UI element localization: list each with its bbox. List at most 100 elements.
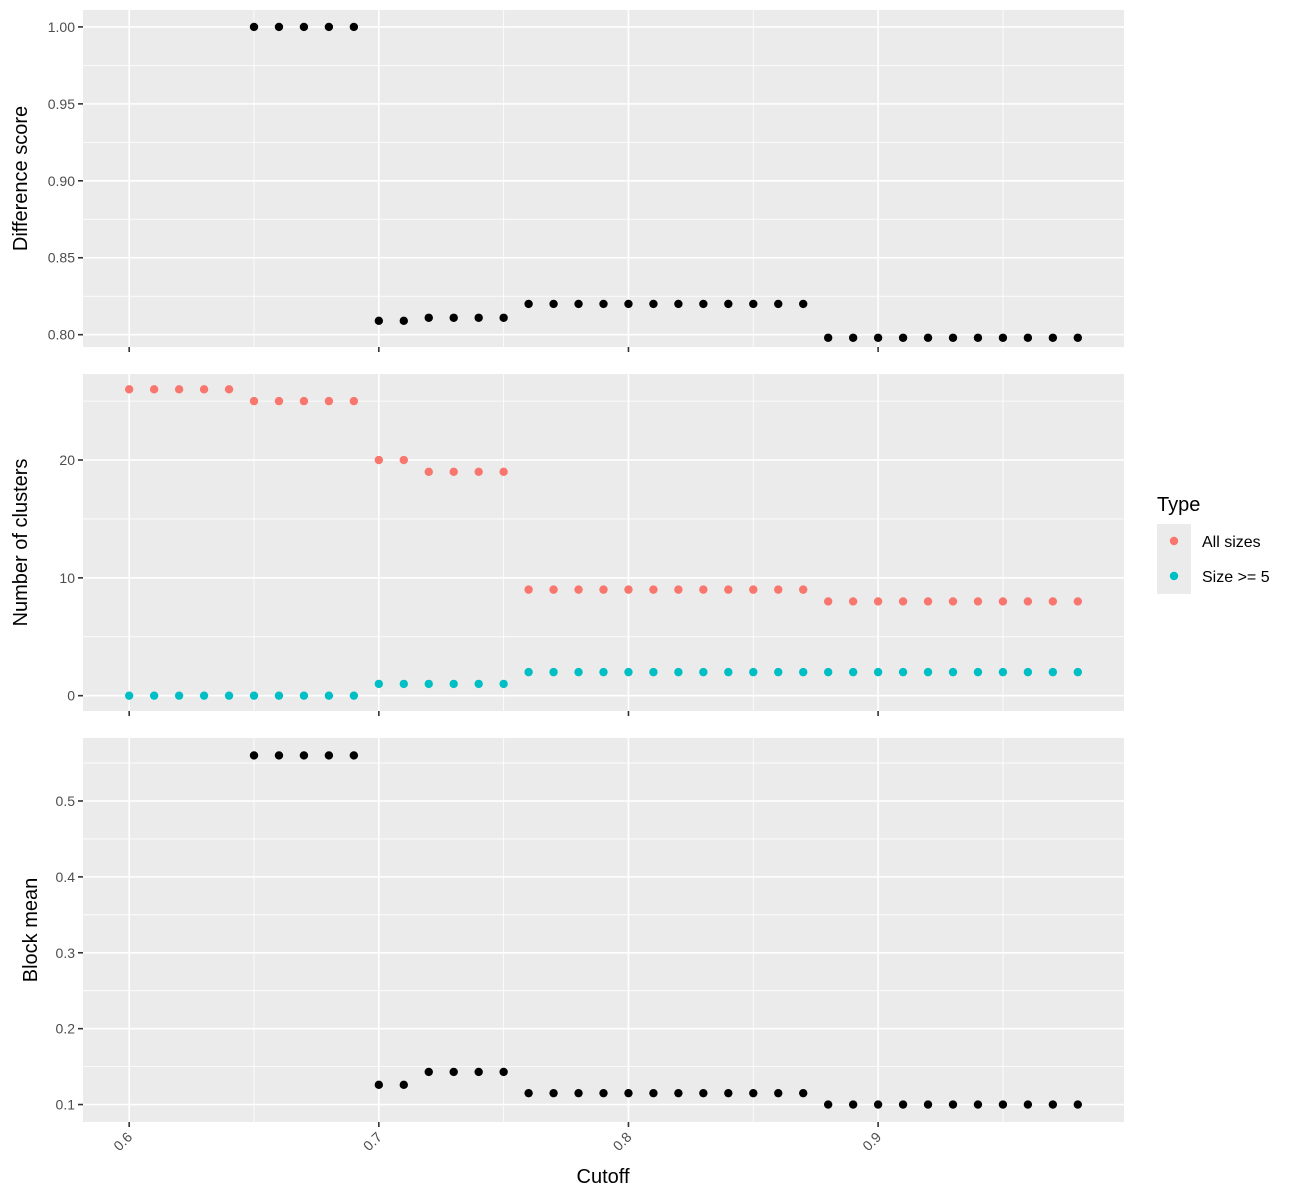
data-point [699, 299, 708, 309]
data-point [274, 751, 284, 760]
data-point [199, 385, 209, 394]
data-point [973, 1100, 983, 1109]
data-point [649, 1088, 658, 1098]
data-point [998, 667, 1008, 677]
series-1 [249, 751, 1083, 1109]
y-tick-label: 0.95 [48, 96, 75, 112]
data-point [349, 691, 359, 700]
data-point [923, 667, 933, 677]
data-point [724, 1088, 733, 1098]
data-point [998, 1100, 1008, 1109]
data-point [923, 333, 933, 342]
data-point [399, 316, 408, 326]
data-point [923, 1100, 933, 1109]
data-point [524, 585, 533, 594]
data-point [973, 333, 983, 342]
data-point [574, 667, 583, 677]
panel-background [83, 738, 1124, 1122]
data-point [898, 333, 908, 342]
data-point [724, 299, 733, 309]
data-point [948, 333, 958, 342]
y-tick-label: 0.80 [48, 327, 75, 343]
data-point [674, 1088, 683, 1098]
data-point [124, 691, 134, 700]
data-point [848, 667, 858, 677]
data-point [424, 1067, 433, 1077]
data-point [399, 455, 408, 465]
data-point [224, 691, 234, 700]
legend-label-size-5: Size >= 5 [1202, 569, 1270, 586]
data-point [224, 385, 234, 394]
data-point [574, 585, 583, 594]
data-point [998, 333, 1008, 342]
data-point [374, 1080, 384, 1090]
data-point [799, 299, 808, 309]
data-point [474, 679, 483, 689]
data-point [1073, 1100, 1083, 1109]
x-axis-title: Cutoff [577, 1166, 630, 1188]
chart-panels: 0.80 0.85 0.90 0.95 1.00 Difference score 0 10 2… [10, 10, 1124, 1154]
data-point [873, 333, 883, 342]
y-tick-label: 0.4 [56, 869, 76, 885]
data-point [324, 751, 334, 760]
data-point [1023, 667, 1033, 677]
data-point [873, 667, 883, 677]
data-point [549, 299, 558, 309]
data-point [624, 585, 633, 594]
x-tick-label: 0.7 [360, 1129, 385, 1154]
data-point [699, 585, 708, 594]
data-point [649, 585, 658, 594]
data-point [574, 1088, 583, 1098]
data-point [449, 467, 458, 477]
data-point [349, 396, 359, 406]
data-point [499, 313, 508, 322]
panel-3: 0.1 0.2 0.3 0.4 0.5 Block mean [20, 738, 1124, 1127]
data-point [799, 1088, 808, 1098]
data-point [174, 691, 184, 700]
series-2 [124, 667, 1083, 700]
data-point [474, 313, 483, 322]
data-point [624, 667, 633, 677]
data-point [649, 299, 658, 309]
data-point [674, 585, 683, 594]
series-1 [124, 385, 1083, 606]
data-point [174, 385, 184, 394]
data-point [848, 333, 858, 342]
data-point [948, 667, 958, 677]
data-point [449, 679, 458, 689]
data-point [1048, 667, 1058, 677]
legend: Type All sizes Size >= 5 [1157, 494, 1270, 594]
data-point [948, 597, 958, 606]
data-point [998, 597, 1008, 606]
data-point [749, 585, 758, 594]
data-point [274, 691, 284, 700]
data-point [749, 299, 758, 309]
data-point [1048, 1100, 1058, 1109]
panel-1: 0.80 0.85 0.90 0.95 1.00 Difference score [10, 10, 1124, 352]
data-point [274, 396, 284, 406]
data-point [549, 1088, 558, 1098]
data-point [274, 22, 284, 32]
data-point [799, 585, 808, 594]
data-point [549, 585, 558, 594]
data-point [599, 1088, 608, 1098]
legend-key-all-sizes [1169, 536, 1179, 546]
y-tick-label: 0.3 [56, 945, 76, 961]
y-axis-title: Difference score [10, 106, 32, 251]
data-point [823, 333, 833, 342]
legend-label-all-sizes: All sizes [1202, 534, 1261, 551]
data-point [1073, 667, 1083, 677]
data-point [724, 585, 733, 594]
data-point [848, 597, 858, 606]
data-point [973, 597, 983, 606]
panel-background [83, 374, 1124, 711]
x-tick-label: 0.8 [610, 1129, 635, 1154]
data-point [973, 667, 983, 677]
data-point [1048, 333, 1058, 342]
data-point [124, 385, 134, 394]
data-point [249, 22, 259, 32]
data-point [499, 467, 508, 477]
data-point [848, 1100, 858, 1109]
y-tick-label: 0.90 [48, 173, 75, 189]
data-point [524, 299, 533, 309]
